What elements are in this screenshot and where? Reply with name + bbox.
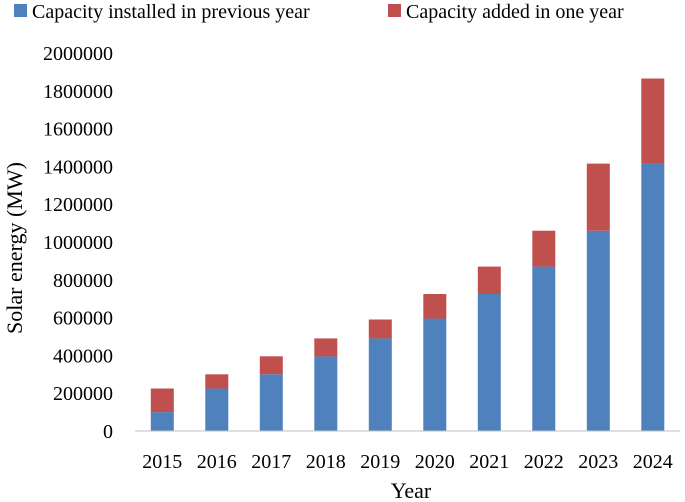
y-tick-label: 1400000 — [43, 156, 113, 178]
x-tick-label: 2021 — [469, 451, 509, 473]
bar-installed-2018 — [314, 356, 338, 431]
bar-added-2023 — [586, 163, 610, 231]
bar-added-2024 — [641, 78, 665, 164]
bar-added-2019 — [368, 319, 392, 339]
x-tick-label: 2018 — [306, 451, 346, 473]
bar-added-2020 — [423, 294, 447, 319]
bar-installed-2022 — [532, 266, 556, 431]
legend-swatch-added — [388, 4, 401, 17]
x-tick-label: 2024 — [633, 451, 673, 473]
y-tick-label: 600000 — [53, 308, 113, 330]
y-axis-title: Solar energy (MW) — [2, 162, 27, 334]
bar-added-2017 — [259, 356, 283, 375]
bar-installed-2020 — [423, 318, 447, 431]
y-tick-label: 1800000 — [43, 81, 113, 103]
y-tick-label: 2000000 — [43, 43, 113, 65]
x-tick-label: 2016 — [197, 451, 237, 473]
bar-installed-2015 — [150, 412, 174, 431]
bar-added-2015 — [150, 388, 174, 413]
x-tick-label: 2020 — [415, 451, 455, 473]
bar-installed-2023 — [586, 230, 610, 431]
y-tick-label: 1000000 — [43, 232, 113, 254]
bar-installed-2021 — [477, 294, 501, 431]
x-axis-title: Year — [391, 478, 432, 502]
legend: Capacity installed in previous year Capa… — [14, 1, 624, 23]
bar-installed-2024 — [641, 163, 665, 431]
bar-added-2018 — [314, 338, 338, 357]
bar-added-2016 — [205, 374, 229, 389]
bar-installed-2019 — [368, 338, 392, 431]
x-tick-label: 2023 — [578, 451, 618, 473]
x-tick-label: 2019 — [360, 451, 400, 473]
x-tick-label: 2015 — [142, 451, 182, 473]
y-tick-label: 200000 — [53, 383, 113, 405]
y-tick-label: 800000 — [53, 270, 113, 292]
bar-installed-2017 — [259, 374, 283, 431]
bars — [150, 78, 665, 431]
x-tick-label: 2017 — [251, 451, 291, 473]
legend-swatch-installed — [14, 4, 27, 17]
y-tick-label: 1600000 — [43, 119, 113, 141]
x-axis-ticks: 2015 2016 2017 2018 2019 2020 2021 2022 2023 2024 — [142, 451, 673, 473]
bar-added-2021 — [477, 266, 501, 294]
legend-label-added: Capacity added in one year — [406, 1, 624, 23]
bar-added-2022 — [532, 230, 556, 267]
bar-installed-2016 — [205, 388, 229, 431]
x-tick-label: 2022 — [524, 451, 564, 473]
y-tick-label: 400000 — [53, 345, 113, 367]
y-tick-label: 0 — [103, 421, 113, 443]
y-axis-ticks: 0 200000 400000 600000 800000 1000000 1200000 1… — [43, 43, 113, 443]
y-tick-label: 1200000 — [43, 194, 113, 216]
legend-label-installed: Capacity installed in previous year — [32, 1, 310, 23]
